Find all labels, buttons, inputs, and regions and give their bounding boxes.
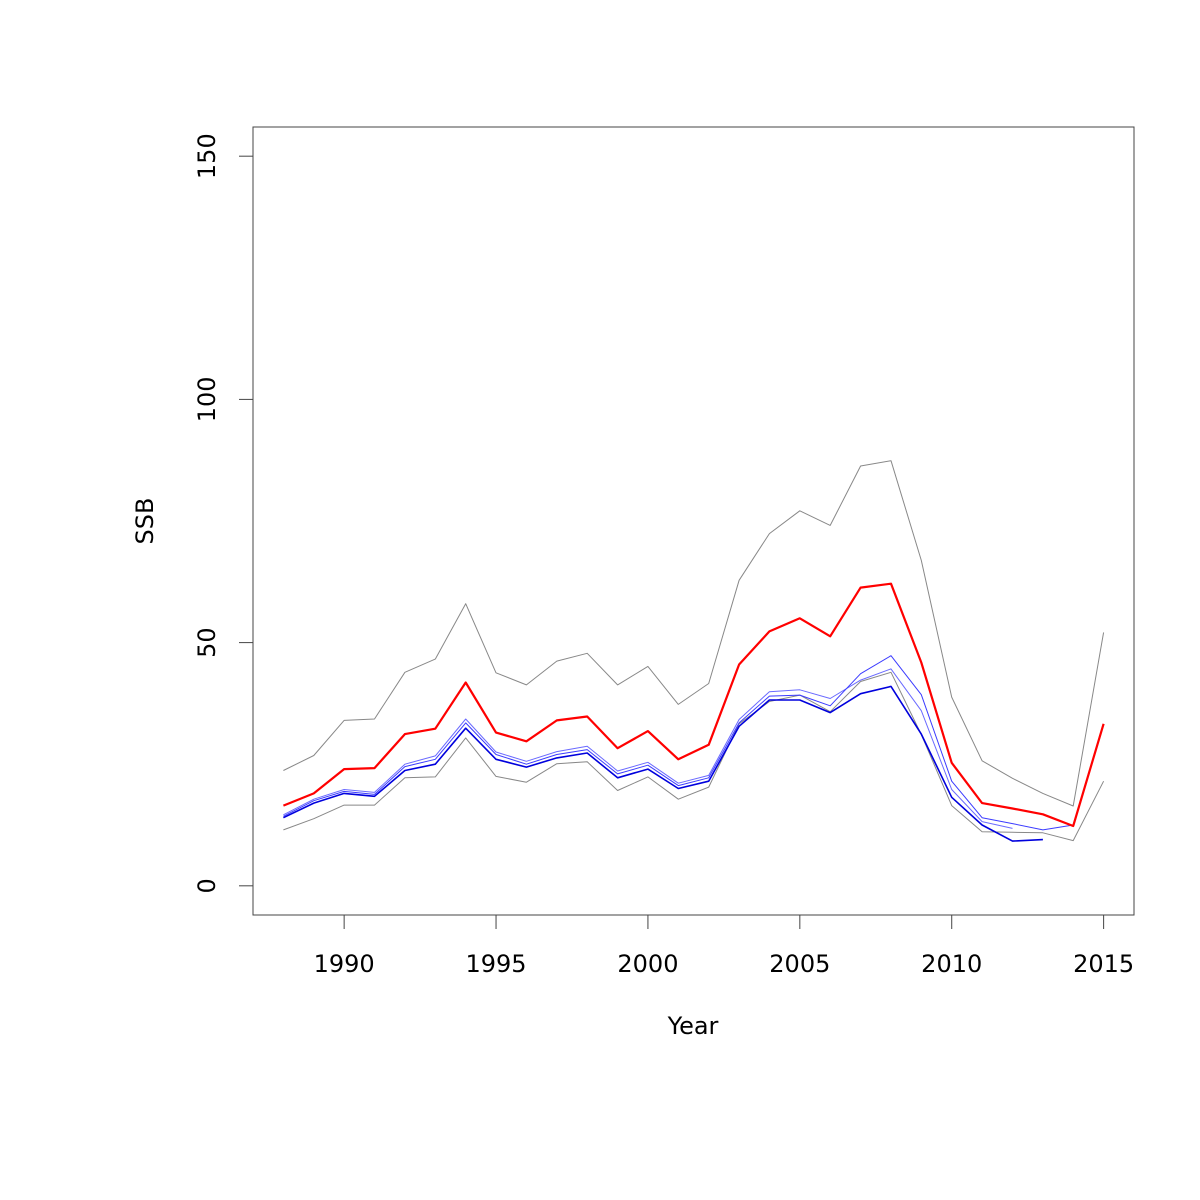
series-line-retrospective-2 [283, 655, 1074, 831]
x-tick-label: 2005 [769, 950, 830, 978]
x-tick-label: 1990 [314, 950, 375, 978]
x-tick-label: 2000 [617, 950, 678, 978]
x-tick-label: 1995 [465, 950, 526, 978]
series-line-estimate [282, 582, 1105, 828]
series-line-upper-interval [283, 460, 1105, 807]
x-axis-title: Year [667, 1012, 719, 1040]
plot-frame [252, 126, 1135, 916]
y-axis-title: SSB [131, 498, 159, 545]
series-line-retrospective-3 [283, 668, 1013, 829]
y-tick-label: 150 [193, 133, 221, 179]
y-axis: 0 50 100 150 [193, 133, 254, 893]
y-tick-label: 100 [193, 376, 221, 422]
x-tick-label: 2010 [921, 950, 982, 978]
series-line-retrospective-1 [283, 685, 1043, 842]
y-tick-label: 0 [193, 878, 221, 893]
x-tick-label: 2015 [1073, 950, 1134, 978]
series-layer [282, 460, 1105, 842]
x-axis: 1990 1995 2000 2005 2010 2015 [314, 914, 1134, 978]
y-tick-label: 50 [193, 627, 221, 658]
series-line-lower-interval [283, 671, 1105, 842]
